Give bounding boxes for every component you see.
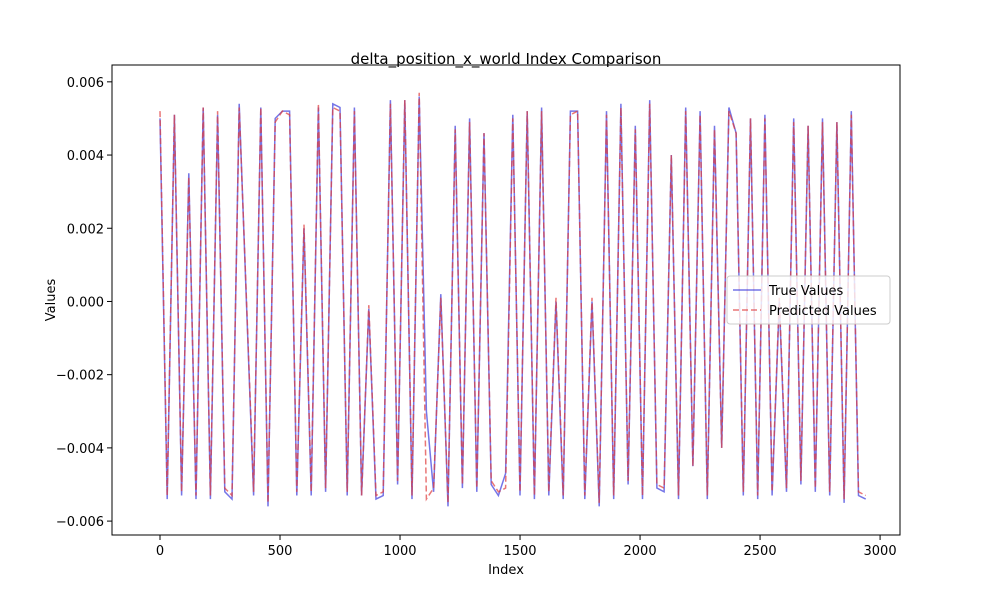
x-tick-label: 0 bbox=[156, 544, 164, 559]
y-tick-label: −0.002 bbox=[56, 369, 104, 384]
legend: True Values Predicted Values bbox=[726, 275, 891, 325]
y-tick-label: −0.006 bbox=[56, 515, 104, 530]
plot-frame bbox=[111, 64, 901, 536]
line-series bbox=[159, 92, 867, 503]
x-tick-label: 2000 bbox=[624, 544, 657, 559]
x-tick-label: 2500 bbox=[744, 544, 777, 559]
y-tick-label: 0.000 bbox=[67, 295, 104, 310]
legend-label: Predicted Values bbox=[769, 304, 877, 319]
y-axis-label: Values bbox=[44, 279, 59, 322]
chart-title: delta_position_x_world Index Comparison bbox=[351, 50, 662, 69]
y-tick-label: 0.006 bbox=[67, 76, 104, 91]
legend-box bbox=[726, 275, 891, 325]
y-tick-label: 0.004 bbox=[67, 149, 104, 164]
x-tick-label: 1000 bbox=[383, 544, 416, 559]
x-tick-label: 3000 bbox=[864, 544, 897, 559]
y-tick-label: 0.002 bbox=[67, 222, 104, 237]
x-axis-label: Index bbox=[488, 563, 524, 578]
y-tick-label: −0.004 bbox=[56, 442, 104, 457]
x-tick-label: 1500 bbox=[503, 544, 536, 559]
x-tick-label: 500 bbox=[268, 544, 293, 559]
legend-label: True Values bbox=[768, 284, 843, 299]
